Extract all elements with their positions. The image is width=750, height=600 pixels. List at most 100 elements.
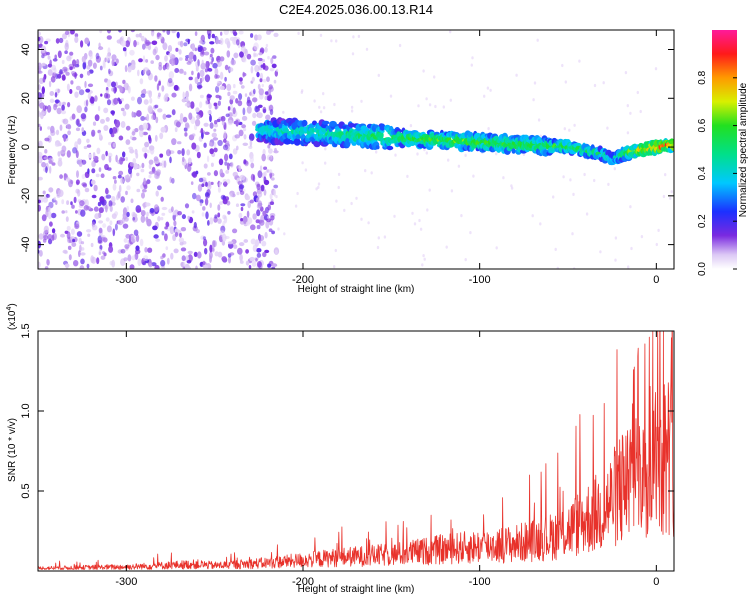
spectrogram-dot: [242, 58, 247, 63]
spectrogram-dot: [141, 192, 145, 199]
spectrogram-dot: [153, 156, 159, 162]
spectrogram-dot: [256, 261, 262, 268]
spectrogram-dot: [184, 132, 188, 137]
spectrogram-dot: [324, 161, 327, 165]
x-tick-label: -200: [292, 576, 314, 588]
spectrogram-dot: [210, 61, 213, 65]
spectrogram-dot: [112, 183, 117, 191]
spectrogram-dot: [143, 184, 148, 189]
spectrogram-dot: [417, 104, 420, 108]
spectrogram-dot: [630, 246, 633, 251]
spectrogram-dot: [224, 64, 229, 71]
spectrogram-dot: [103, 107, 109, 114]
spectrogram-dot: [266, 154, 273, 161]
signal-track-dot: [345, 137, 351, 145]
spectrogram-dot: [207, 172, 211, 176]
spectrogram-dot: [61, 104, 65, 111]
spectrogram-dot: [207, 220, 210, 226]
spectrogram-dot: [564, 80, 567, 84]
spectrogram-dot: [64, 173, 68, 178]
colorbar-gradient: [712, 30, 737, 269]
spectrogram-dot: [60, 233, 65, 238]
spectrogram-dot: [304, 168, 308, 172]
spectrogram-dot: [411, 211, 414, 215]
spectrogram-dot: [204, 247, 208, 255]
spectrogram-dot: [159, 35, 163, 40]
spectrogram-dot: [246, 53, 252, 60]
spectrogram-dot: [100, 200, 104, 205]
spectrogram-dot: [38, 176, 43, 181]
spectrogram-dot: [258, 219, 265, 226]
spectrogram-dot: [134, 128, 139, 133]
spectrogram-dot: [629, 111, 632, 115]
spectrogram-dot: [447, 158, 450, 162]
spectrogram-dot: [252, 112, 257, 119]
spectrogram-dot: [105, 117, 110, 122]
spectrogram-dot: [607, 182, 610, 186]
spectrogram-dot: [460, 214, 463, 218]
spectrogram-dot: [205, 60, 209, 69]
spectrogram-dot: [76, 170, 79, 179]
spectrogram-dot: [445, 245, 448, 249]
spectrogram-dot: [273, 189, 277, 197]
spectrogram-dot: [165, 246, 169, 251]
spectrogram-dot: [282, 110, 285, 114]
spectrogram-dot: [522, 152, 526, 156]
spectrogram-dot: [75, 210, 78, 214]
spectrogram-dot: [160, 216, 164, 221]
spectrogram-dot: [256, 183, 261, 190]
spectrogram-dot: [217, 187, 221, 193]
spectrogram-dot: [133, 229, 139, 236]
spectrogram-dot: [122, 211, 128, 220]
spectrogram-dot: [75, 179, 80, 185]
spectrogram-dot: [41, 161, 47, 168]
spectrogram-dot: [226, 178, 231, 185]
spectrogram-dot: [146, 211, 149, 217]
spectrogram-dot: [177, 211, 183, 216]
spectrogram-dot: [156, 32, 161, 38]
spectrogram-dot: [80, 40, 84, 48]
spectrogram-dot: [99, 65, 103, 71]
spectrogram-dot: [268, 30, 275, 33]
spectrogram-dot: [539, 134, 542, 138]
spectrogram-dot: [236, 39, 240, 46]
spectrogram-dot: [142, 55, 146, 63]
spectrogram-dot: [76, 231, 83, 237]
spectrogram-dot: [168, 52, 173, 57]
spectrogram-dot: [209, 217, 214, 225]
spectrogram-dot: [136, 208, 142, 213]
spectrogram-dot: [219, 201, 223, 206]
spectrogram-dot: [49, 59, 52, 67]
spectrogram-dot: [202, 260, 206, 266]
spectrogram-dot: [106, 35, 112, 40]
spectrogram-dot: [249, 256, 255, 262]
spectrogram-dot: [199, 101, 203, 108]
spectrogram-dot: [274, 147, 277, 153]
spectrogram-dot: [110, 110, 115, 115]
spectrogram-dot: [333, 265, 336, 269]
spectrogram-dot: [157, 108, 163, 113]
spectrogram-dot: [262, 251, 267, 258]
spectrogram-dot: [124, 244, 130, 249]
spectrogram-dot: [533, 81, 537, 85]
spectrogram-dot: [74, 63, 80, 68]
signal-track-dot: [379, 123, 386, 131]
spectrogram-dot: [237, 247, 243, 255]
spectrogram-dot: [343, 208, 346, 212]
spectrogram-dot: [142, 43, 146, 50]
spectrogram-dot: [61, 210, 65, 214]
spectrogram-dot: [203, 122, 209, 127]
spectrogram-dot: [142, 188, 147, 193]
spectrogram-dot: [182, 261, 186, 267]
spectrogram-dot: [72, 59, 77, 66]
spectrogram-dot: [158, 80, 161, 86]
spectrogram-dot: [271, 266, 276, 269]
spectrogram-dot: [250, 65, 254, 74]
spectrogram-dot: [613, 167, 616, 171]
spectrogram-dot: [257, 83, 261, 90]
spectrogram-dot: [204, 74, 211, 83]
signal-track-dot: [313, 140, 321, 148]
spectrogram-dot: [171, 177, 175, 184]
spectrogram-dot: [38, 233, 44, 240]
spectrogram-dot: [268, 104, 274, 112]
